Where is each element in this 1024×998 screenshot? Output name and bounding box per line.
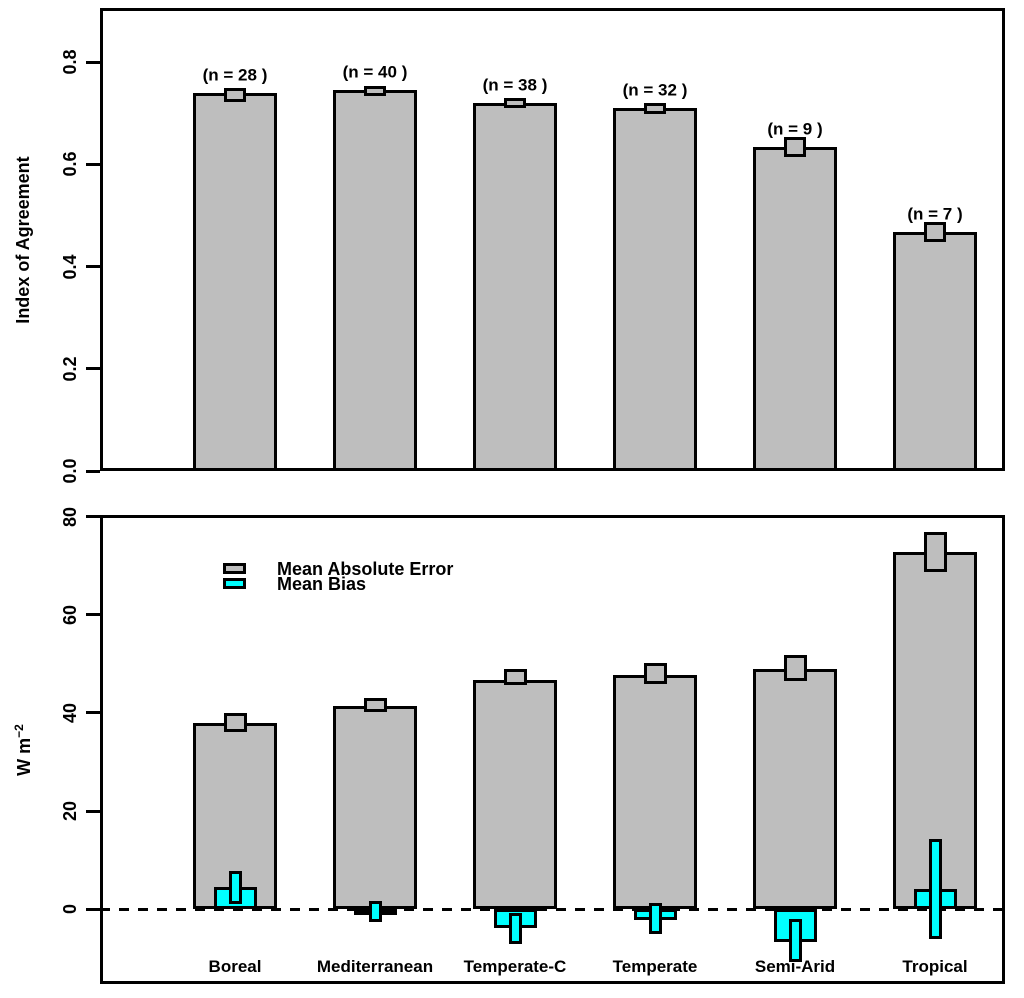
bias-error-box-semi-arid — [788, 918, 802, 962]
bias-error-box-boreal — [228, 871, 242, 904]
error-box-mediterranean — [364, 86, 386, 96]
bar-mediterranean — [333, 89, 417, 471]
error-box-mediterranean — [363, 697, 387, 712]
y-tick-label: 0.6 — [60, 151, 80, 177]
x-category-label-temperate-c: Temperate-C — [463, 957, 567, 976]
bar-tropical — [893, 231, 977, 471]
mae-legend-swatch — [223, 563, 246, 574]
n-label-semi-arid: (n = 9 ) — [767, 119, 823, 139]
bias-error-box-tropical — [928, 838, 942, 939]
y-tick-mark — [86, 60, 100, 64]
bias-error-box-temperate-c — [508, 912, 522, 944]
n-label-boreal: (n = 28 ) — [202, 65, 268, 85]
error-box-temperate — [644, 103, 666, 114]
y-tick-label: 0.2 — [60, 356, 80, 382]
y-tick-mark — [86, 907, 100, 911]
y-tick-label: 80 — [60, 506, 80, 527]
bias-legend-swatch — [223, 578, 246, 589]
bias-error-box-mediterranean — [368, 901, 382, 923]
y-tick-label: 0.8 — [60, 49, 80, 75]
legend-label-bias: Mean Bias — [277, 573, 367, 594]
y-tick-label: 0.0 — [60, 458, 80, 484]
x-category-label-tropical: Tropical — [902, 957, 968, 976]
y-axis-title-exponent: −2 — [12, 723, 26, 738]
n-label-tropical: (n = 7 ) — [907, 204, 963, 224]
y-axis-title-bottom: W m−2 — [12, 723, 34, 776]
bar-mediterranean — [333, 706, 417, 909]
error-box-tropical — [924, 222, 946, 243]
legend: Mean Absolute Error Mean Bias — [223, 558, 454, 594]
y-tick-mark — [86, 469, 100, 473]
bias-error-box-temperate — [648, 903, 662, 934]
bar-temperate — [613, 674, 697, 909]
y-axis-title-text: Index of Agreement — [13, 155, 33, 324]
y-tick-mark — [86, 367, 100, 371]
y-tick-label: 0.4 — [60, 254, 80, 280]
y-tick-mark — [86, 613, 100, 617]
n-label-temperate: (n = 32 ) — [622, 80, 688, 100]
x-category-label-mediterranean: Mediterranean — [316, 957, 434, 976]
bottom-panel-frame — [100, 515, 1005, 984]
error-box-semi-arid — [783, 655, 807, 682]
y-tick-label: 20 — [60, 800, 80, 822]
legend-item-mean-bias: Mean Bias — [223, 573, 453, 594]
bar-temperate-c — [473, 103, 557, 471]
y-axis-title-top: Index of Agreement — [13, 155, 33, 324]
error-box-boreal — [223, 712, 247, 733]
legend-label-mae: Mean Absolute Error — [277, 558, 454, 579]
bar-temperate — [613, 108, 697, 471]
y-tick-label: 0 — [60, 904, 80, 915]
error-box-boreal — [224, 87, 246, 103]
bar-temperate-c — [473, 680, 557, 909]
error-box-temperate-c — [503, 668, 527, 686]
n-label-temperate-c: (n = 38 ) — [482, 75, 548, 95]
y-tick-label: 60 — [60, 604, 80, 625]
bar-semi-arid — [753, 668, 837, 909]
legend-item-mean-absolute-error: Mean Absolute Error — [223, 558, 454, 579]
error-box-tropical — [923, 532, 947, 572]
error-box-temperate-c — [504, 97, 526, 109]
y-tick-label: 40 — [60, 702, 80, 723]
x-category-label-temperate: Temperate — [612, 957, 698, 976]
error-box-semi-arid — [784, 136, 806, 158]
zero-dashed-line — [100, 907, 1005, 911]
error-box-temperate — [643, 663, 667, 685]
y-tick-mark — [86, 162, 100, 166]
x-category-label-boreal: Boreal — [208, 957, 262, 976]
y-tick-mark — [86, 265, 100, 269]
y-tick-mark — [86, 515, 100, 519]
bar-boreal — [193, 92, 277, 471]
n-label-mediterranean: (n = 40 ) — [342, 62, 408, 82]
y-tick-mark — [86, 809, 100, 813]
y-tick-mark — [86, 711, 100, 715]
bar-semi-arid — [753, 147, 837, 471]
x-category-label-semi-arid: Semi-Arid — [754, 957, 836, 976]
y-axis-title-text: W m — [14, 737, 34, 776]
